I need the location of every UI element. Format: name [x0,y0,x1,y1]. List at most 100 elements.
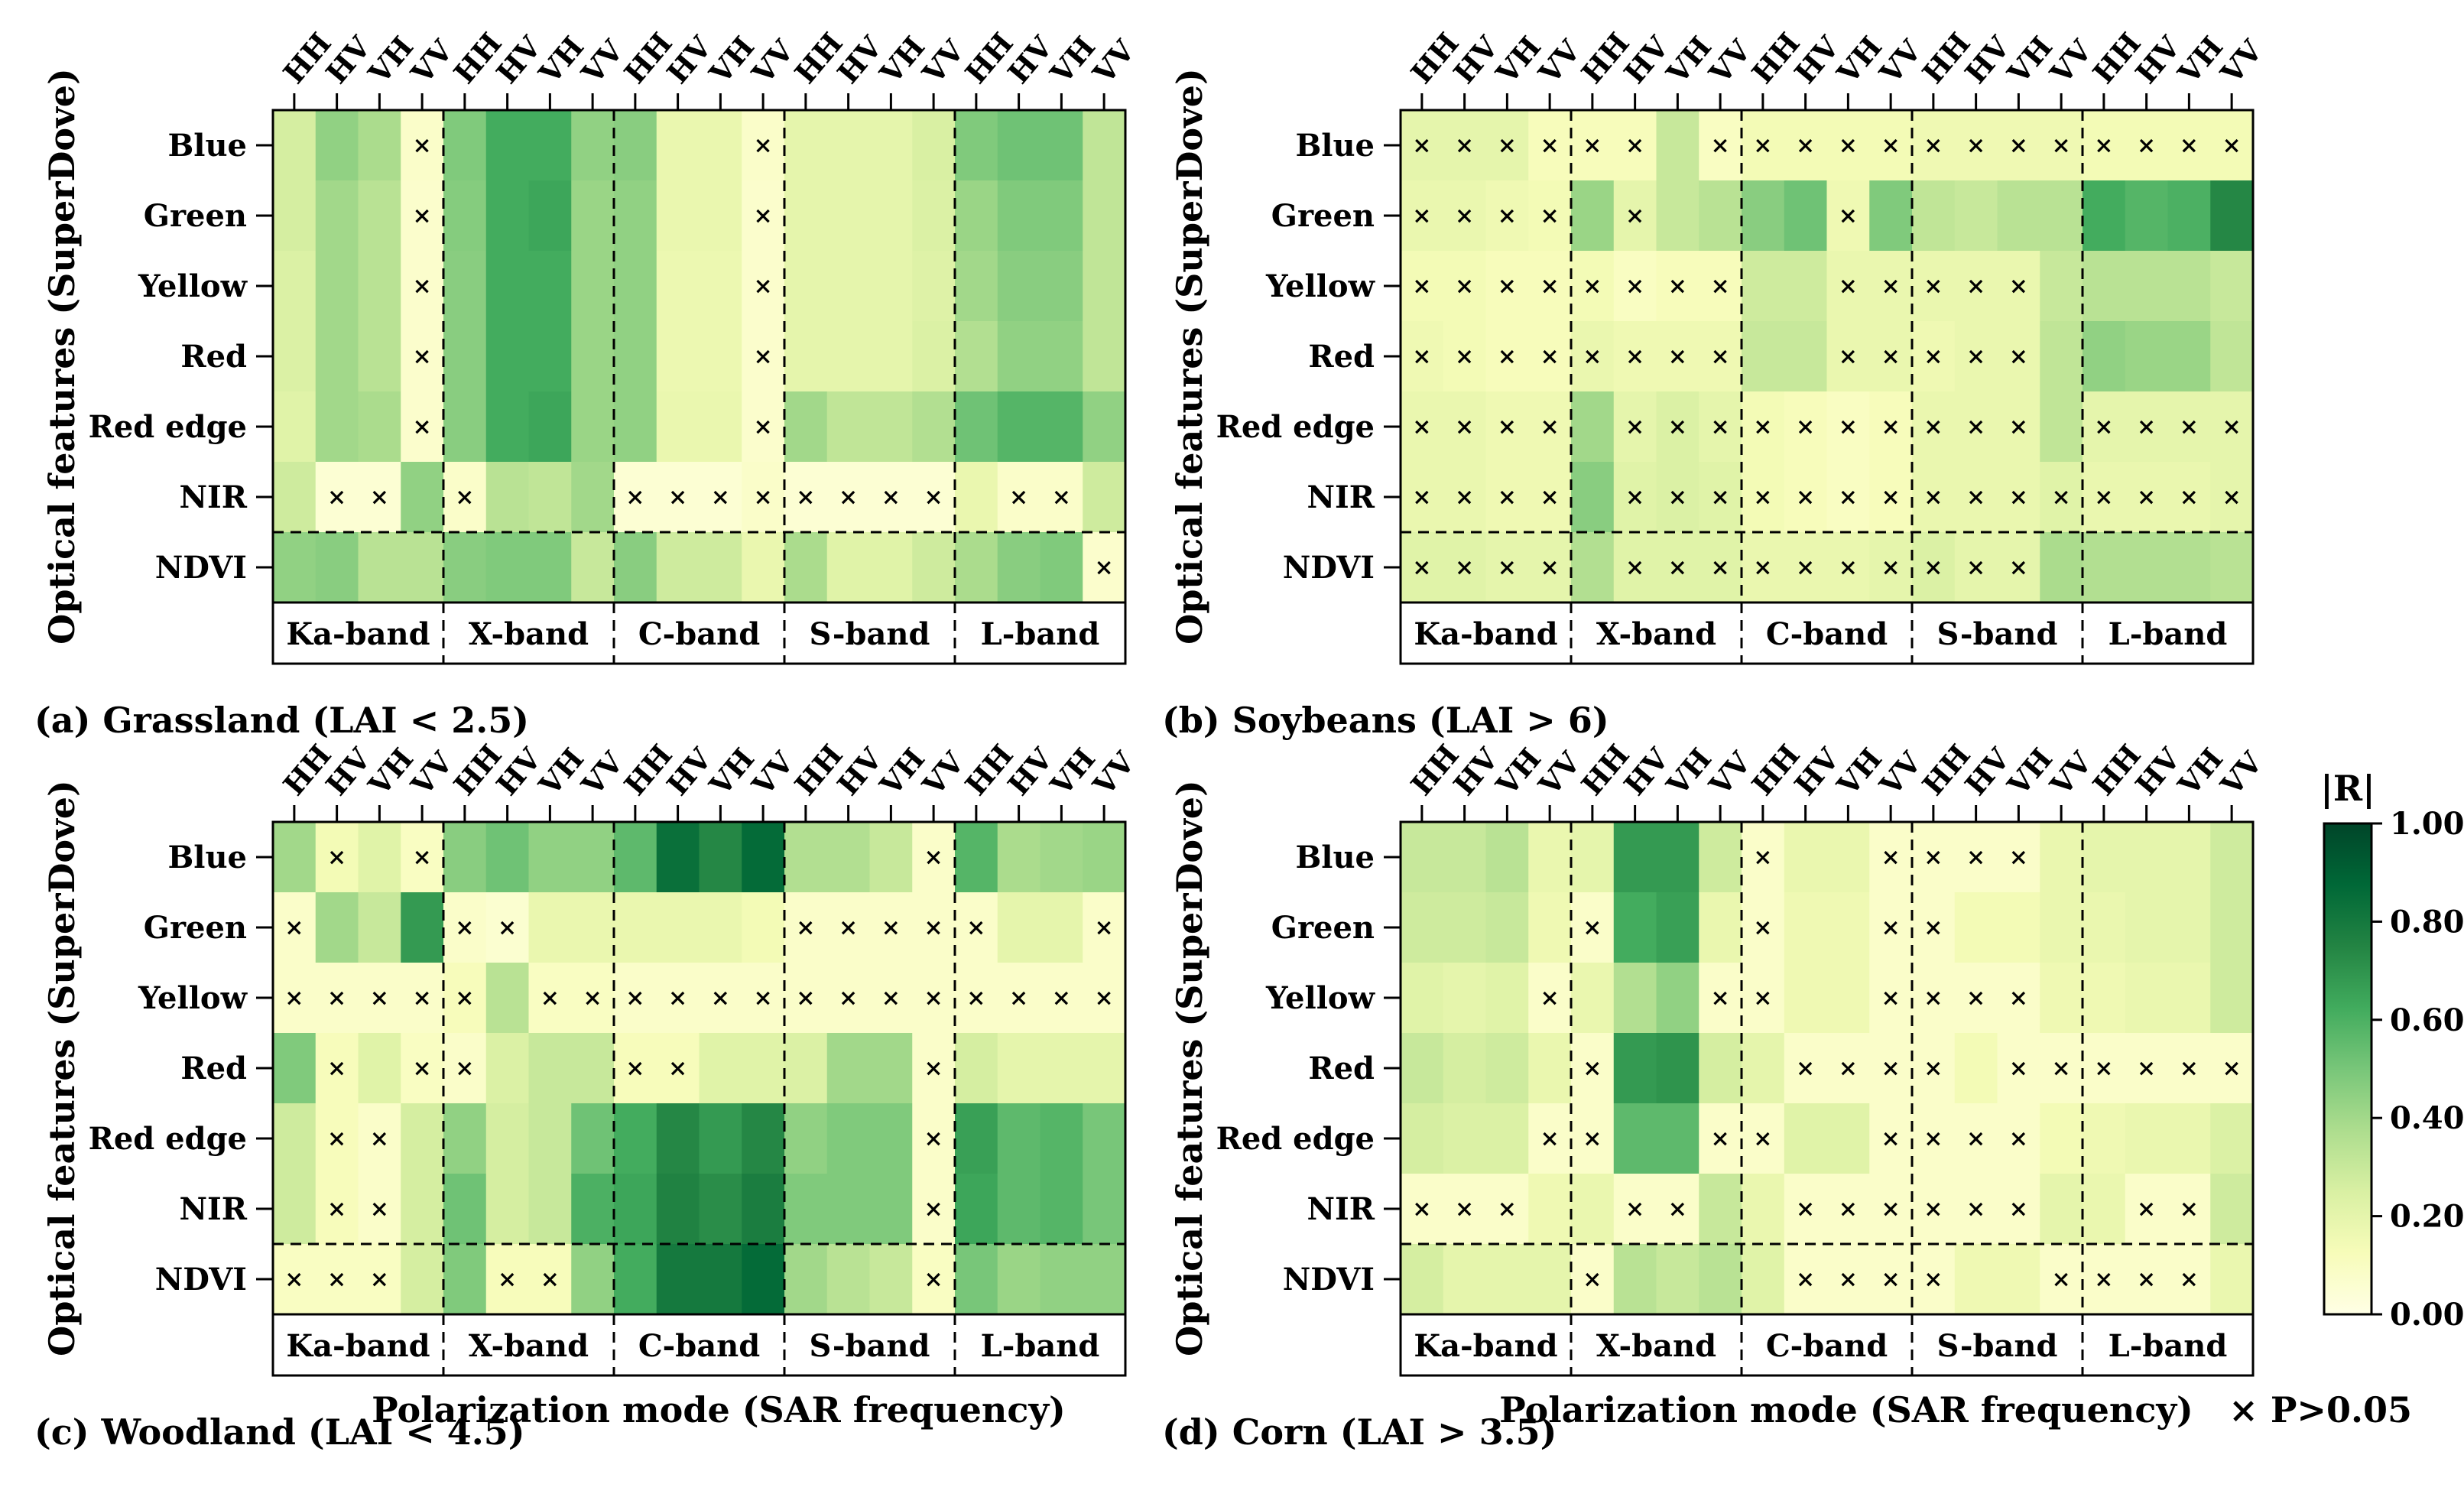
heatmap-cell [315,391,359,463]
feature-tick-label: Blue [1295,840,1375,875]
not-significant-mark: × [1711,273,1730,300]
not-significant-mark: × [1412,554,1431,581]
heatmap-cell [2167,1103,2211,1174]
not-significant-mark: × [1498,203,1517,229]
heatmap-cell [485,391,530,463]
heatmap-cell [1040,1174,1083,1245]
not-significant-mark: × [413,343,432,370]
heatmap-cell [571,1244,615,1315]
not-significant-mark: × [1881,132,1901,159]
heatmap-cell [1528,180,1572,252]
heatmap-cell [273,1244,317,1315]
not-significant-mark: × [711,484,730,511]
heatmap-cell [1869,532,1913,603]
heatmap-cell [1656,1244,1699,1315]
heatmap-cell [2040,251,2083,322]
heatmap-cell [315,963,359,1034]
heatmap-cell [1742,1174,1785,1245]
heatmap-cell [614,532,657,603]
heatmap-cell [2125,892,2169,963]
heatmap-cell [1826,1244,1870,1315]
heatmap-cell [528,532,572,603]
y-axis-title: Optical features (SuperDove) [41,780,83,1356]
heatmap-cell [656,1244,700,1315]
heatmap-cell [1443,462,1487,533]
heatmap-cell [742,462,785,533]
heatmap-cell [1699,822,1742,893]
not-significant-mark: × [1881,1266,1901,1293]
feature-tick-label: Green [1271,910,1375,946]
heatmap-cell [1083,1174,1126,1245]
not-significant-mark: × [2094,414,2113,440]
heatmap-cell [358,391,401,463]
not-significant-mark: × [1923,132,1943,159]
band-label: L-band [981,616,1100,652]
heatmap-cell [1040,532,1083,603]
not-significant-mark: × [370,985,389,1012]
heatmap-cell [1571,321,1615,392]
feature-tick-label: Yellow [138,980,248,1016]
heatmap-cell [443,251,487,322]
heatmap-cell [2167,822,2211,893]
feature-tick-label: Red edge [1216,409,1375,445]
heatmap-cell [1954,1103,1998,1174]
heatmap-cell [571,251,615,322]
heatmap-cell [1699,1244,1742,1315]
heatmap-cell [1485,180,1529,252]
heatmap-cell [358,1033,401,1104]
not-significant-mark: × [2052,484,2071,511]
feature-tick-label: Red [180,339,247,375]
heatmap-cell [1443,1103,1487,1174]
not-significant-mark: × [1412,343,1431,370]
not-significant-mark: × [455,914,474,941]
not-significant-mark: × [2094,1266,2113,1293]
heatmap-cell [443,1244,487,1315]
heatmap-cell [997,1244,1041,1315]
feature-tick-label: NDVI [155,1262,247,1298]
heatmap-cell [1742,1103,1785,1174]
feature-tick-label: Yellow [1265,268,1376,304]
heatmap-cell [912,1244,956,1315]
not-significant-mark: × [1966,132,1985,159]
heatmap-cell [955,1244,998,1315]
not-significant-mark: × [1839,484,1858,511]
heatmap-cell [443,892,487,963]
heatmap-cell [358,892,401,963]
heatmap-cell [955,110,998,181]
not-significant-mark: × [1839,343,1858,370]
not-significant-mark: × [1412,132,1431,159]
heatmap-cell [273,391,317,463]
not-significant-mark: × [1881,273,1901,300]
heatmap-cell [699,251,742,322]
heatmap-cell [784,251,828,322]
feature-tick-label: Red [1308,1051,1375,1086]
heatmap-cell [401,462,444,533]
colorbar-bar [2323,822,2373,1316]
panel-caption: (a) Grassland (LAI < 2.5) [34,700,529,741]
heatmap-cell [997,462,1041,533]
band-label: C-band [638,616,760,652]
not-significant-mark: × [2222,132,2242,159]
heatmap-cell [1954,462,1998,533]
heatmap-cell [1826,110,1870,181]
heatmap-cell [1826,251,1870,322]
heatmap-cell [742,822,785,893]
heatmap-cell [1742,251,1785,322]
heatmap-cell [2083,180,2126,252]
not-significant-mark: × [625,985,644,1012]
panel-3: × × × × × × × × × × × × × × × × × × × × × × × × × × × × × × × × × × × × × × × ×… [34,738,1142,1453]
heatmap-cell [1443,822,1487,893]
not-significant-mark: × [2009,132,2028,159]
heatmap-cell [912,822,956,893]
not-significant-mark: × [1923,1125,1943,1152]
not-significant-mark: × [1095,914,1114,941]
band-label: X-band [1596,1328,1716,1364]
not-significant-mark: × [1668,343,1687,370]
heatmap-cell [1912,391,1956,463]
not-significant-mark: × [754,273,773,300]
not-significant-mark: × [1498,484,1517,511]
not-significant-mark: × [2052,132,2071,159]
not-significant-mark: × [1412,414,1431,440]
heatmap-cell [1040,321,1083,392]
heatmap-cell [358,251,401,322]
